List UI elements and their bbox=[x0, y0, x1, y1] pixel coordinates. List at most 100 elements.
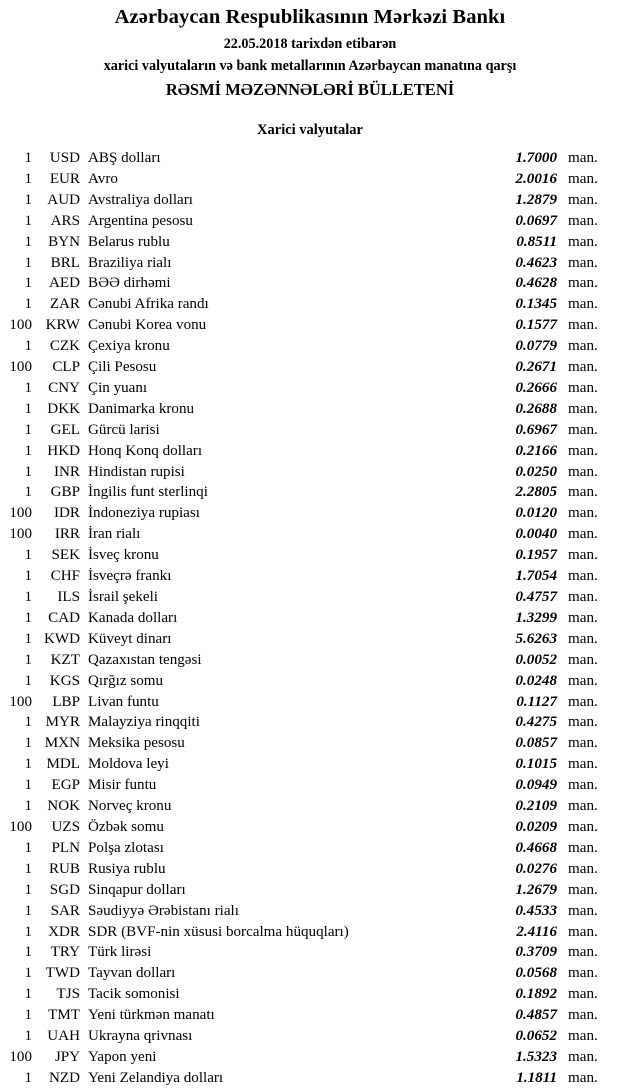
currency-unit: man. bbox=[568, 756, 598, 773]
currency-code: TWD bbox=[45, 965, 80, 982]
currency-rate: 2.4116 bbox=[516, 923, 557, 940]
table-row: 1 GEL Gürcü larisi 0.6967 man. bbox=[0, 420, 620, 441]
table-row: 100 LBP Livan funtu 0.1127 man. bbox=[0, 692, 620, 713]
currency-name: SDR (BVF-nin xüsusi borcalma hüquqları) bbox=[88, 923, 349, 940]
table-row: 1 INR Hindistan rupisi 0.0250 man. bbox=[0, 462, 620, 483]
table-row: 100 KRW Cənubi Korea vonu 0.1577 man. bbox=[0, 315, 620, 336]
currency-code: GEL bbox=[50, 421, 80, 438]
currency-name: İngilis funt sterlinqi bbox=[88, 484, 208, 501]
currency-unit: man. bbox=[568, 986, 598, 1003]
currency-code: AUD bbox=[47, 191, 80, 208]
currency-name: Kanada dolları bbox=[88, 609, 178, 626]
currency-quantity: 1 bbox=[24, 296, 32, 313]
currency-unit: man. bbox=[568, 463, 598, 480]
currency-name: Avstraliya dolları bbox=[88, 191, 193, 208]
currency-rate: 1.1811 bbox=[516, 1069, 557, 1086]
currency-name: Meksika pesosu bbox=[88, 735, 185, 752]
currency-rate: 0.0248 bbox=[515, 672, 557, 689]
currency-quantity: 1 bbox=[24, 756, 32, 773]
currency-code: MXN bbox=[44, 735, 80, 752]
currency-rate: 0.1957 bbox=[515, 547, 557, 564]
currency-quantity: 1 bbox=[24, 902, 32, 919]
table-row: 1 NOK Norveç kronu 0.2109 man. bbox=[0, 796, 620, 817]
currency-name: İsveç kronu bbox=[88, 547, 159, 564]
currency-code: SEK bbox=[51, 547, 80, 564]
currency-quantity: 1 bbox=[24, 777, 32, 794]
currency-code: CNY bbox=[48, 379, 80, 396]
currency-unit: man. bbox=[568, 568, 598, 585]
currency-rate: 0.6967 bbox=[515, 421, 557, 438]
currency-name: Yeni Zelandiya dolları bbox=[88, 1069, 224, 1086]
table-row: 1 UAH Ukrayna qrivnası 0.0652 man. bbox=[0, 1026, 620, 1047]
currency-rate: 0.0250 bbox=[515, 463, 557, 480]
currency-name: Moldova leyi bbox=[88, 756, 169, 773]
currency-quantity: 1 bbox=[24, 547, 32, 564]
currency-name: Türk lirəsi bbox=[88, 944, 152, 961]
currency-quantity: 1 bbox=[24, 881, 32, 898]
currency-quantity: 100 bbox=[9, 505, 32, 522]
table-row: 1 CHF İsveçrə frankı 1.7054 man. bbox=[0, 566, 620, 587]
currency-rate: 0.0209 bbox=[515, 818, 557, 835]
currency-rate: 0.2671 bbox=[515, 359, 557, 376]
currency-quantity: 1 bbox=[24, 1069, 32, 1086]
currency-quantity: 1 bbox=[24, 965, 32, 982]
table-row: 1 HKD Honq Konq dolları 0.2166 man. bbox=[0, 441, 620, 462]
currency-quantity: 1 bbox=[24, 254, 32, 271]
currency-code: EUR bbox=[49, 170, 80, 187]
currency-rate: 0.0276 bbox=[515, 860, 557, 877]
currency-name: İndoneziya rupiası bbox=[88, 505, 200, 522]
table-row: 1 ARS Argentina pesosu 0.0697 man. bbox=[0, 211, 620, 232]
currency-code: NZD bbox=[48, 1069, 80, 1086]
currency-rate: 0.0697 bbox=[515, 212, 557, 229]
table-row: 1 ILS İsrail şekeli 0.4757 man. bbox=[0, 587, 620, 608]
currency-name: Livan funtu bbox=[88, 693, 159, 710]
currency-name: Yapon yeni bbox=[88, 1048, 157, 1065]
currency-name: Sinqapur dolları bbox=[88, 881, 186, 898]
table-row: 100 CLP Çili Pesosu 0.2671 man. bbox=[0, 357, 620, 378]
currency-rate: 1.7054 bbox=[515, 568, 557, 585]
currency-rate: 0.2166 bbox=[515, 442, 557, 459]
currency-quantity: 1 bbox=[24, 191, 32, 208]
currency-unit: man. bbox=[568, 400, 598, 417]
currency-unit: man. bbox=[568, 379, 598, 396]
currency-unit: man. bbox=[568, 275, 598, 292]
currency-rate: 0.1127 bbox=[516, 693, 557, 710]
currency-unit: man. bbox=[568, 714, 598, 731]
currency-name: Çexiya kronu bbox=[88, 338, 170, 355]
currency-code: LBP bbox=[52, 693, 80, 710]
table-row: 1 USD ABŞ dolları 1.7000 man. bbox=[0, 148, 620, 169]
currency-rate: 0.4668 bbox=[515, 839, 557, 856]
currency-rate: 0.2109 bbox=[515, 798, 557, 815]
currency-name: Rusiya rublu bbox=[88, 860, 166, 877]
currency-code: CHF bbox=[50, 568, 80, 585]
currency-unit: man. bbox=[568, 944, 598, 961]
currency-name: Ukrayna qrivnası bbox=[88, 1028, 193, 1045]
currency-rate: 0.0949 bbox=[515, 777, 557, 794]
table-row: 1 MXN Meksika pesosu 0.0857 man. bbox=[0, 733, 620, 754]
currency-quantity: 1 bbox=[24, 275, 32, 292]
currency-rate: 0.1577 bbox=[515, 317, 557, 334]
currency-quantity: 100 bbox=[9, 317, 32, 334]
currency-rate: 0.4628 bbox=[515, 275, 557, 292]
table-row: 1 ZAR Cənubi Afrika randı 0.1345 man. bbox=[0, 294, 620, 315]
currency-name: Küveyt dinarı bbox=[88, 630, 172, 647]
currency-rate: 0.0040 bbox=[515, 526, 557, 543]
currency-rate: 2.2805 bbox=[515, 484, 557, 501]
currency-rate: 0.4757 bbox=[515, 589, 557, 605]
currency-name: Gürcü larisi bbox=[88, 421, 160, 438]
currency-quantity: 1 bbox=[24, 944, 32, 961]
currency-quantity: 1 bbox=[24, 923, 32, 940]
currency-code: NOK bbox=[47, 798, 80, 815]
currency-quantity: 100 bbox=[9, 693, 32, 710]
currency-unit: man. bbox=[568, 672, 598, 689]
currency-name: Özbək somu bbox=[88, 818, 164, 835]
currency-rate: 0.3709 bbox=[515, 944, 557, 961]
currency-unit: man. bbox=[568, 317, 598, 334]
currency-rate: 0.0120 bbox=[515, 505, 557, 522]
currency-name: Polşa zlotası bbox=[88, 839, 164, 856]
currency-unit: man. bbox=[568, 421, 598, 438]
currency-quantity: 1 bbox=[24, 630, 32, 647]
currency-unit: man. bbox=[568, 191, 598, 208]
currency-code: CLP bbox=[52, 359, 80, 376]
